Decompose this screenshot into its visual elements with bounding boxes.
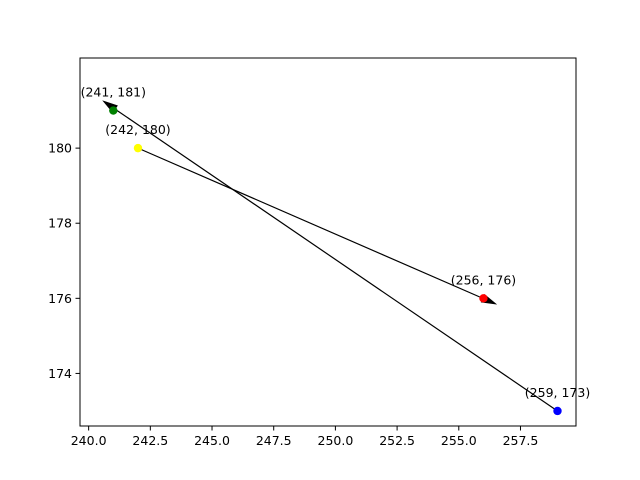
arrow-shaft (137, 147, 484, 299)
y-tick-label: 176 (48, 291, 72, 306)
point-label-3: (259, 173) (525, 385, 590, 400)
y-tick-label: 174 (48, 366, 72, 381)
x-tick-label: 240.0 (71, 433, 107, 448)
plot-frame (79, 57, 577, 427)
point-label-0: (241, 181) (81, 85, 146, 100)
x-tick-label: 255.0 (441, 433, 477, 448)
points-layer (109, 106, 562, 416)
x-tick-label: 250.0 (318, 433, 354, 448)
data-point-3 (553, 406, 562, 416)
point-label-2: (256, 176) (451, 272, 516, 287)
x-axis: 240.0 242.5 245.0 247.5 250.0 252.5 255.0 257.5 (71, 426, 539, 448)
plot-area (80, 58, 576, 426)
arrow-shaft (114, 108, 558, 412)
data-point-0 (109, 106, 118, 115)
y-tick-label: 178 (48, 216, 72, 231)
point-label-1: (242, 180) (105, 122, 170, 137)
x-tick-label: 245.0 (194, 433, 230, 448)
x-tick-label: 252.5 (379, 433, 415, 448)
y-axis: 174 176 178 180 (48, 141, 80, 381)
point-labels-layer: (241, 181) (242, 180) (256, 176) (259, 173) (81, 85, 591, 400)
data-point-1 (133, 143, 143, 153)
x-tick-label: 257.5 (503, 433, 539, 448)
data-point-2 (479, 294, 488, 303)
y-tick-label: 180 (48, 141, 72, 156)
x-tick-label: 247.5 (256, 433, 292, 448)
x-tick-label: 242.5 (132, 433, 168, 448)
